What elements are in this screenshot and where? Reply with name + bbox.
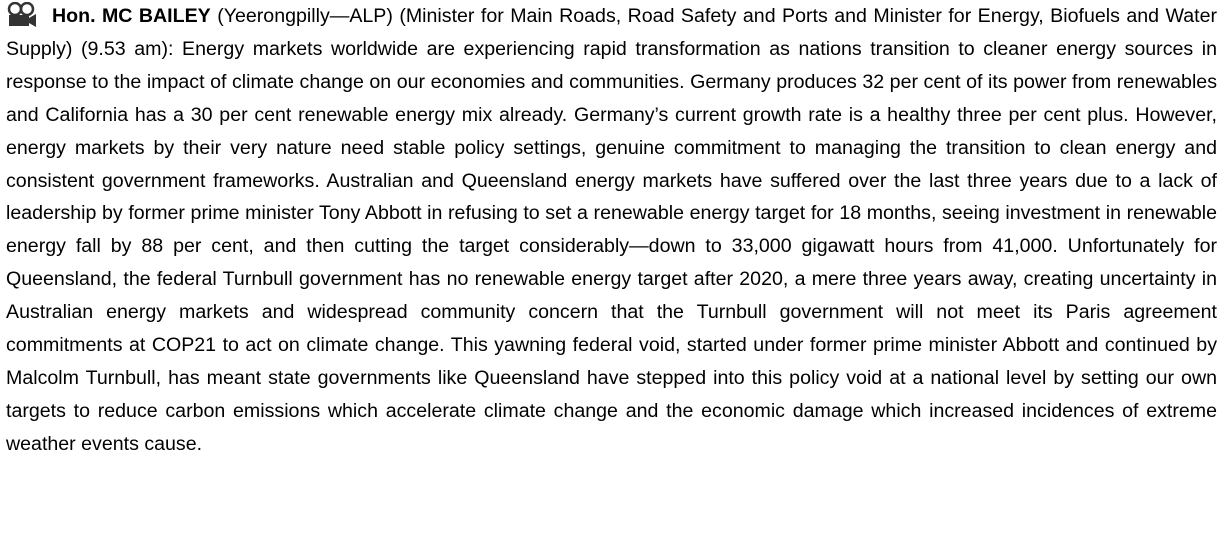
- video-icon[interactable]: [6, 2, 38, 28]
- speaker: Hon. MC BAILEY: [52, 5, 211, 27]
- speech: Hon. MC BAILEY (Yeerongpilly—ALP) (Minis…: [6, 0, 1217, 461]
- speaker-details: (Yeerongpilly—ALP) (Minister for Main Ro…: [6, 5, 1217, 60]
- speech-text: Energy markets worldwide are experiencin…: [6, 37, 1218, 455]
